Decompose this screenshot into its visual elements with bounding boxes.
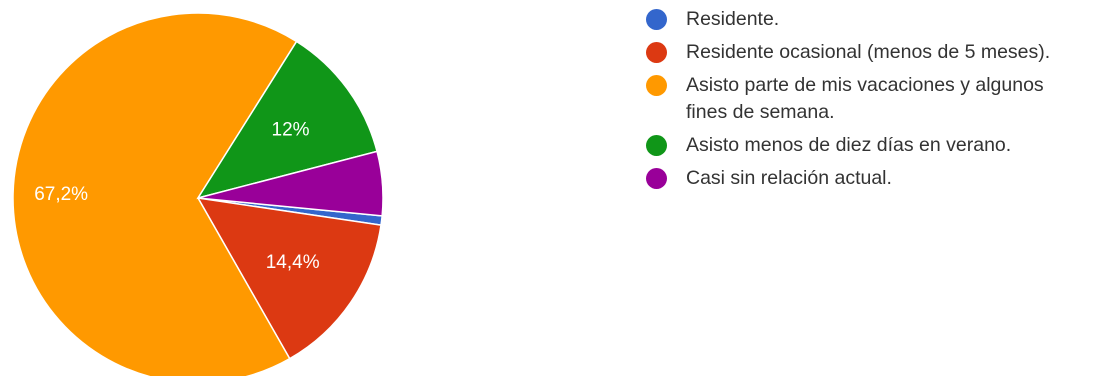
legend-label: Residente ocasional (menos de 5 meses). <box>686 41 1051 63</box>
legend-swatch <box>646 42 667 63</box>
legend-label: Asisto menos de diez días en verano. <box>686 134 1012 156</box>
legend-item-1: Residente ocasional (menos de 5 meses). <box>646 39 1086 66</box>
pie-slice-3 <box>196 40 378 200</box>
pie-chart: 14,4% 67,2% 12% <box>12 12 384 376</box>
legend-label: Asisto parte de mis vacaciones y algunos… <box>686 74 1044 123</box>
slice-data-label-3: 12% <box>272 119 310 140</box>
pie-slice-2 <box>12 12 298 376</box>
legend-item-0: Residente. <box>646 6 1086 33</box>
slice-data-label-2: 67,2% <box>34 184 88 205</box>
legend-label: Casi sin relación actual. <box>686 167 892 189</box>
legend-swatch <box>646 9 667 30</box>
legend-item-2: Asisto parte de mis vacaciones y algunos… <box>646 72 1086 126</box>
legend-swatch <box>646 168 667 189</box>
legend-label: Residente. <box>686 8 780 30</box>
legend-item-4: Casi sin relación actual. <box>646 165 1086 192</box>
legend: Residente. Residente ocasional (menos de … <box>646 6 1086 198</box>
pie-slice-4 <box>197 150 384 217</box>
slice-data-label-1: 14,4% <box>266 252 320 273</box>
legend-swatch <box>646 135 667 156</box>
legend-item-3: Asisto menos de diez días en verano. <box>646 132 1086 159</box>
pie-slice-1 <box>196 197 382 360</box>
legend-swatch <box>646 75 667 96</box>
